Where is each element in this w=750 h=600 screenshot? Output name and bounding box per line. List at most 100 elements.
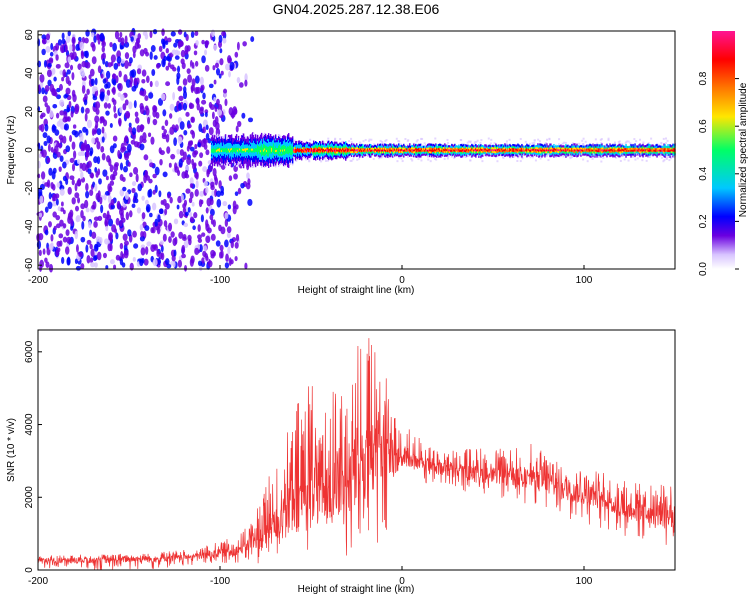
heatmap-cell: [222, 37, 227, 44]
heatmap-cell: [338, 151, 340, 154]
heatmap-cell: [634, 158, 637, 161]
heatmap-cell: [252, 138, 255, 141]
heatmap-cell: [207, 260, 213, 268]
heatmap-cell: [468, 148, 470, 152]
heatmap-cell: [660, 156, 663, 159]
heatmap-cell: [375, 146, 377, 149]
heatmap-cell: [391, 153, 393, 156]
heatmap-cell: [220, 155, 223, 158]
heatmap-cell: [228, 146, 231, 149]
heatmap-cell: [553, 153, 555, 156]
heatmap-cell: [265, 149, 268, 153]
heatmap-cell: [517, 153, 519, 156]
heatmap-cell: [289, 141, 292, 144]
heatmap-cell: [213, 146, 216, 149]
heatmap-cell: [280, 157, 283, 160]
heatmap-cell: [297, 144, 300, 147]
heatmap-cell: [225, 139, 228, 142]
heatmap-cell: [254, 163, 257, 166]
heatmap-cell: [260, 136, 263, 139]
heatmap-cell: [254, 151, 257, 154]
heatmap-cell: [222, 155, 225, 158]
heatmap-cell: [469, 159, 472, 162]
heatmap-cell: [247, 154, 250, 158]
heatmap-cell: [306, 151, 309, 154]
heatmap-cell: [555, 148, 557, 151]
heatmap-cell: [504, 147, 506, 150]
heatmap-cell: [51, 125, 57, 131]
heatmap-cell: [271, 144, 274, 147]
heatmap-cell: [382, 147, 384, 150]
heatmap-cell: [147, 116, 151, 125]
heatmap-cell: [216, 98, 220, 106]
heatmap-cell: [286, 165, 289, 168]
heatmap-cell: [472, 146, 474, 149]
heatmap-cell: [223, 146, 226, 149]
heatmap-cell: [395, 151, 397, 154]
heatmap-cell: [123, 74, 128, 83]
heatmap-cell: [202, 166, 208, 173]
heatmap-cell: [226, 226, 232, 234]
heatmap-cell: [141, 78, 146, 84]
heatmap-cell: [248, 150, 251, 153]
heatmap-cell: [247, 147, 250, 150]
heatmap-cell: [300, 154, 303, 157]
heatmap-cell: [83, 50, 88, 57]
heatmap-cell: [113, 62, 119, 70]
heatmap-cell: [215, 151, 218, 154]
heatmap-cell: [179, 121, 185, 130]
heatmap-cell: [119, 188, 125, 197]
heatmap-cell: [52, 104, 58, 109]
heatmap-cell: [428, 151, 430, 154]
heatmap-cell: [222, 159, 225, 162]
heatmap-cell: [438, 147, 440, 151]
heatmap-cell: [382, 153, 384, 156]
heatmap-cell: [358, 147, 360, 150]
heatmap-cell: [343, 145, 345, 148]
heatmap-cell: [576, 155, 578, 158]
heatmap-cell: [480, 139, 483, 142]
heatmap-cell: [366, 147, 368, 150]
heatmap-cell: [246, 144, 249, 147]
heatmap-cell: [259, 142, 262, 145]
heatmap-cell: [391, 149, 393, 152]
heatmap-cell: [360, 150, 362, 153]
heatmap-cell: [48, 58, 54, 64]
heatmap-cell: [321, 149, 323, 153]
heatmap-cell: [41, 87, 46, 95]
heatmap-cell: [426, 152, 428, 156]
heatmap-cell: [471, 151, 473, 154]
heatmap-cell: [410, 147, 412, 150]
heatmap-cell: [234, 137, 237, 140]
heatmap-cell: [165, 81, 171, 87]
heatmap-cell: [438, 143, 440, 147]
heatmap-cell: [133, 243, 139, 249]
heatmap-cell: [546, 143, 548, 146]
heatmap-cell: [314, 149, 316, 153]
heatmap-cell: [515, 150, 517, 153]
heatmap-cell: [237, 157, 240, 160]
heatmap-cell: [192, 163, 197, 170]
heatmap-cell: [484, 150, 486, 153]
heatmap-cell: [296, 153, 299, 156]
heatmap-cell: [406, 149, 408, 153]
heatmap-cell: [430, 149, 432, 152]
heatmap-cell: [521, 149, 523, 152]
heatmap-cell: [498, 144, 500, 147]
heatmap-cell: [378, 150, 380, 154]
heatmap-cell: [285, 149, 288, 152]
heatmap-cell: [279, 153, 282, 156]
heatmap-cell: [429, 152, 431, 156]
heatmap-cell: [270, 139, 273, 143]
heatmap-cell: [474, 144, 476, 148]
heatmap-cell: [346, 152, 348, 155]
heatmap-cell: [567, 144, 569, 147]
heatmap-cell: [154, 218, 159, 228]
heatmap-cell: [81, 220, 85, 230]
heatmap-cell: [238, 140, 241, 143]
heatmap-cell: [533, 148, 535, 151]
heatmap-cell: [210, 142, 213, 145]
heatmap-cell: [349, 144, 351, 147]
heatmap-cell: [531, 150, 533, 153]
heatmap-cell: [456, 145, 458, 148]
